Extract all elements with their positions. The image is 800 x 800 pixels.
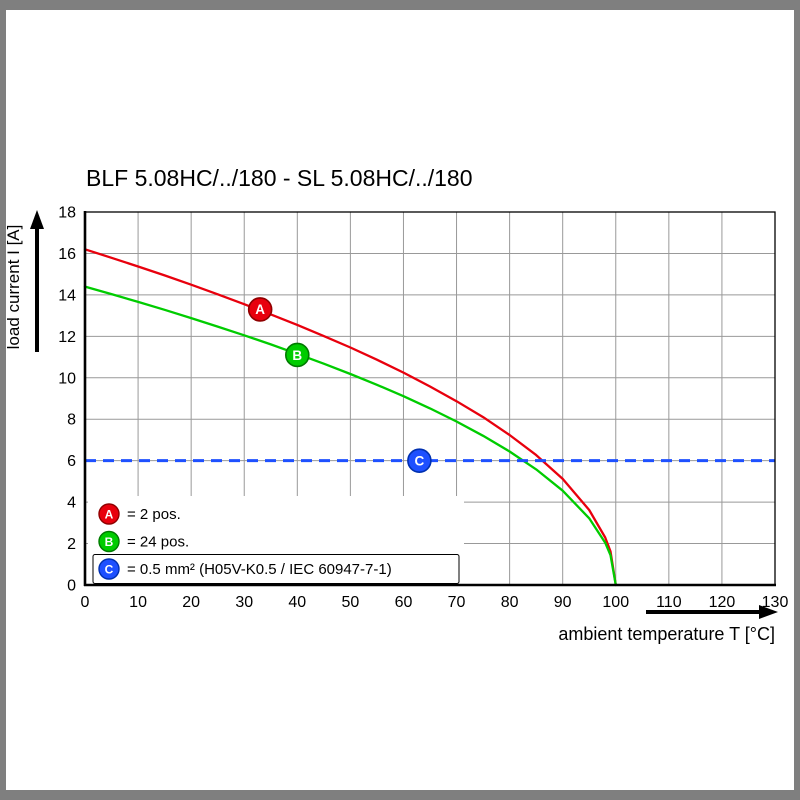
x-tick-label: 130 [762, 594, 789, 611]
legend-marker-C [98, 558, 120, 580]
legend-item-box [92, 554, 460, 584]
legend: A = 2 pos. B = 24 pos. C = 0.5 mm² (H05V-K0.5… [88, 496, 464, 584]
x-tick-label: 50 [341, 594, 359, 611]
legend-marker-A [98, 503, 120, 525]
curve-marker-A: A [247, 297, 273, 322]
legend-background [88, 496, 464, 583]
legend-marker-letter: C [105, 562, 114, 576]
axes-layer [83, 211, 776, 587]
legend-marker-B [98, 530, 120, 553]
y-tick-label: 14 [58, 287, 76, 304]
x-tick-label: 20 [182, 594, 200, 611]
legend-item-B: B = 24 pos. [98, 530, 189, 553]
legend-marker-letter: A [105, 507, 114, 521]
y-axis-label: load current I [A] [4, 225, 23, 350]
x-tick-label: 70 [448, 594, 466, 611]
y-tick-label: 8 [67, 412, 76, 429]
curve-marker-letter: B [292, 348, 302, 363]
curve-B [83, 285, 617, 587]
curve-marker-circle [407, 448, 432, 473]
curve-marker-circle [285, 342, 310, 368]
curve-A [83, 248, 617, 587]
y-tick-label: 18 [58, 205, 76, 222]
legend-label: = 2 pos. [127, 506, 181, 523]
legend-label: = 0.5 mm² (H05V-K0.5 / IEC 60947-7-1) [127, 561, 392, 578]
x-tick-label: 60 [395, 594, 413, 611]
legend-label: = 24 pos. [127, 534, 189, 551]
legend-item-C: C = 0.5 mm² (H05V-K0.5 / IEC 60947-7-1) [92, 554, 460, 584]
y-tick-label: 10 [58, 370, 76, 387]
curve-markers-layer: A B C [247, 297, 432, 473]
legend-marker-letter: B [105, 535, 114, 549]
x-tick-label: 40 [288, 594, 306, 611]
curve-marker-letter: C [415, 453, 425, 468]
curve-marker-circle [247, 297, 273, 322]
x-tick-label: 120 [709, 594, 736, 611]
x-tick-label: 110 [656, 594, 682, 611]
x-tick-label: 80 [501, 594, 519, 611]
y-tick-label: 2 [67, 536, 76, 553]
x-axis-label: ambient temperature T [°C] [558, 624, 775, 644]
y-tick-label: 0 [67, 578, 76, 595]
y-axis-arrow-icon [30, 210, 44, 352]
x-tick-label: 30 [235, 594, 253, 611]
x-tick-label: 10 [129, 594, 147, 611]
x-tick-label: 100 [602, 594, 629, 611]
legend-item-A: A = 2 pos. [98, 503, 181, 525]
x-axis-arrow-icon [646, 605, 778, 619]
chart-title: BLF 5.08HC/../180 - SL 5.08HC/../180 [86, 165, 473, 191]
curve-marker-letter: A [255, 302, 265, 317]
curve-marker-C: C [407, 448, 432, 473]
y-tick-label: 4 [67, 495, 76, 512]
x-tick-label: 90 [554, 594, 572, 611]
y-tick-label: 16 [58, 246, 76, 263]
y-tick-label: 12 [58, 329, 76, 346]
y-tick-label: 6 [67, 453, 76, 470]
tick-labels-layer: 0 10 20 30 40 50 60 70 80 90 100 110 120 130 0 2 4 6 8 10 12… [58, 205, 788, 612]
chart-panel [6, 10, 794, 790]
curve-marker-B: B [285, 342, 310, 368]
x-tick-label: 0 [81, 594, 90, 611]
